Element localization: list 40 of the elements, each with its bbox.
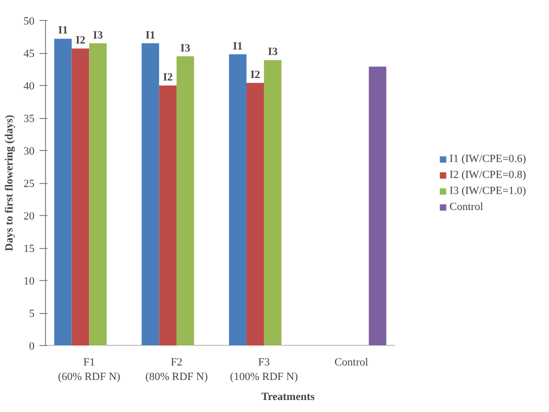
bar <box>229 54 246 346</box>
annotation: I2 <box>162 72 174 84</box>
y-tick-label: 5 <box>29 308 35 320</box>
x-tick-label: Control <box>334 356 368 368</box>
annotation: I3 <box>180 42 191 54</box>
y-tick-label: 25 <box>24 178 35 190</box>
y-axis-title: Days to first flowering (days) <box>4 114 16 252</box>
bar <box>142 43 160 346</box>
y-tick-label: 20 <box>24 210 35 222</box>
y-tick-label: 0 <box>29 340 35 352</box>
legend-label: Control <box>450 200 484 212</box>
y-tick-label: 15 <box>24 243 35 255</box>
annotation: I3 <box>268 46 278 58</box>
bar <box>159 86 177 346</box>
x-axis-title: Treatments <box>261 390 316 403</box>
annotation: I1 <box>145 29 156 42</box>
legend-label: I3 (IW/CPE=1.0) <box>450 184 526 196</box>
legend-label: I2 (IW/CPE=0.8) <box>450 168 526 180</box>
annotation: I1 <box>232 40 243 52</box>
annotation: I3 <box>93 29 104 42</box>
bar <box>264 60 282 346</box>
y-tick-label: 35 <box>24 113 35 125</box>
bar <box>72 48 90 346</box>
y-tick-label: 10 <box>24 276 35 288</box>
x-tick-label: F3 (100% RDF N) <box>230 356 298 383</box>
bar <box>176 56 194 346</box>
annotation: I2 <box>250 68 261 81</box>
x-tick-label: F1 (60% RDF N) <box>58 356 121 383</box>
bar <box>54 38 72 346</box>
annotation: I1 <box>58 24 68 37</box>
y-tick-label: 30 <box>24 146 35 158</box>
y-tick-label: 50 <box>24 16 35 28</box>
legend-label: I1 (IW/CPE=0.6) <box>450 152 526 164</box>
annotation: I2 <box>76 34 86 46</box>
y-tick-label: 40 <box>24 80 35 92</box>
bar <box>368 66 386 346</box>
bar <box>246 82 264 346</box>
bar <box>89 43 107 346</box>
x-tick-label: F2 (80% RDF N) <box>145 356 208 383</box>
y-tick-label: 45 <box>24 48 35 60</box>
